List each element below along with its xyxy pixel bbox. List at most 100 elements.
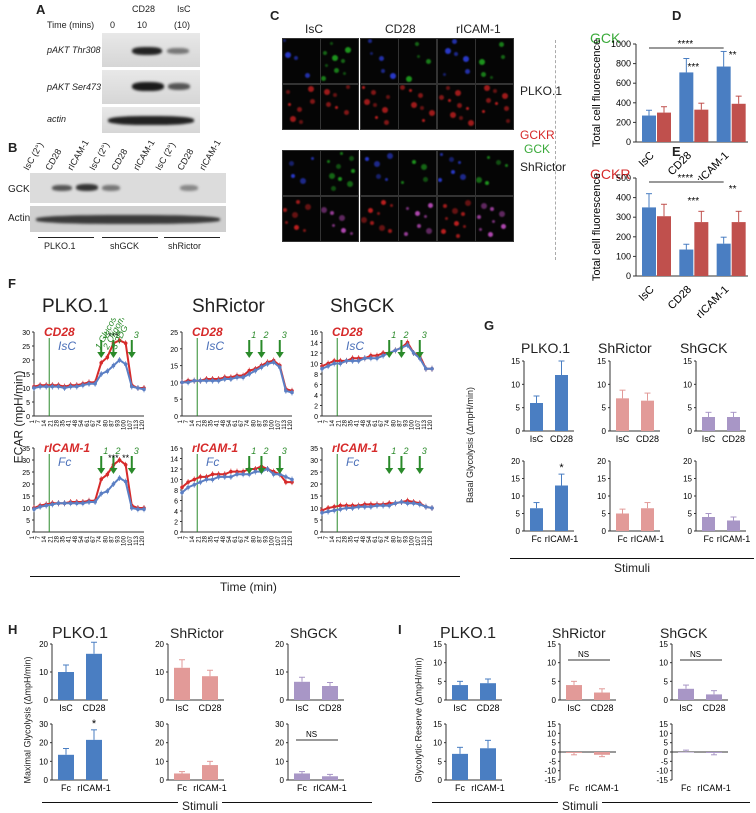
cell-spot bbox=[406, 76, 412, 82]
y-tick-label: 12 bbox=[310, 351, 318, 358]
data-point bbox=[235, 472, 239, 477]
data-point bbox=[56, 384, 61, 389]
cell-spot bbox=[344, 110, 349, 115]
y-tick-label: 5 bbox=[664, 677, 669, 686]
x-tick-label: 1 bbox=[318, 535, 324, 539]
cell-spot bbox=[386, 95, 390, 99]
legend-label: CD28 bbox=[332, 325, 363, 339]
data-point bbox=[271, 472, 276, 477]
sig-label: * bbox=[559, 462, 564, 474]
y-tick-label: 15 bbox=[659, 640, 668, 649]
x-tick-label: 21 bbox=[48, 419, 54, 426]
y-tick-label: 20 bbox=[683, 457, 692, 466]
bar bbox=[727, 417, 740, 431]
x-tick-label: 21 bbox=[336, 535, 342, 542]
cell-spot bbox=[459, 116, 463, 120]
data-point bbox=[362, 356, 367, 361]
legend-label: IsC bbox=[346, 339, 364, 353]
data-point bbox=[62, 386, 67, 390]
cell-spot bbox=[499, 211, 505, 217]
x-tick-label: 14 bbox=[42, 419, 48, 426]
arrow-head bbox=[245, 352, 254, 358]
arrow-head bbox=[127, 352, 136, 358]
data-point bbox=[74, 384, 79, 389]
bar bbox=[694, 222, 709, 276]
cell-spot bbox=[289, 161, 294, 166]
y-tick-label: 10 bbox=[433, 659, 442, 668]
x-tick-label: 67 bbox=[91, 419, 97, 426]
bar bbox=[452, 685, 468, 700]
x-tick-label: 48 bbox=[73, 535, 79, 542]
data-point bbox=[50, 384, 55, 389]
data-point bbox=[417, 502, 422, 507]
blot-pakt-thr308 bbox=[102, 33, 200, 67]
y-axis-label: Total cell fluorescence bbox=[591, 173, 603, 281]
panel-h-letter: H bbox=[8, 622, 18, 637]
data-point bbox=[338, 503, 343, 508]
cell-spot bbox=[426, 228, 432, 234]
microscopy-panel bbox=[360, 38, 399, 84]
cell-spot bbox=[420, 106, 424, 110]
cell-spot bbox=[387, 153, 393, 159]
y-tick-label: 30 bbox=[22, 330, 30, 337]
x-tick-label: 54 bbox=[367, 419, 373, 426]
x-tick-label: 113 bbox=[422, 419, 428, 429]
data-point bbox=[326, 509, 330, 514]
cell-spot bbox=[417, 55, 420, 58]
x-tick-label: IsC bbox=[59, 703, 73, 713]
bar bbox=[202, 765, 218, 780]
data-point bbox=[277, 472, 282, 477]
arrow-head bbox=[97, 468, 106, 474]
y-tick-label: 5 bbox=[688, 404, 693, 413]
panel-g-title-shrictor: ShRictor bbox=[598, 340, 652, 356]
cell-spot bbox=[479, 228, 482, 231]
x-tick-label: 87 bbox=[257, 419, 263, 426]
cell-spot bbox=[445, 48, 451, 54]
data-point bbox=[253, 368, 258, 373]
y-tick-label: 25 bbox=[310, 470, 318, 477]
cell-spot bbox=[404, 232, 408, 236]
bar bbox=[641, 508, 654, 531]
x-tick-label: 41 bbox=[215, 535, 221, 542]
data-point bbox=[180, 485, 184, 490]
y-tick-label: 10 bbox=[310, 506, 318, 513]
bar bbox=[641, 400, 654, 431]
cell-spot bbox=[448, 99, 451, 102]
sig-label: NS bbox=[690, 650, 701, 659]
data-point bbox=[87, 500, 91, 504]
x-tick-label: 21 bbox=[196, 419, 202, 426]
x-tick-label: 120 bbox=[288, 535, 294, 546]
y-tick-label: 5 bbox=[516, 510, 521, 519]
x-tick-label: 35 bbox=[349, 419, 355, 426]
cell-spot bbox=[502, 93, 508, 99]
bar bbox=[555, 485, 568, 531]
data-point bbox=[350, 506, 355, 510]
data-point bbox=[38, 505, 42, 509]
cell-spot bbox=[373, 103, 377, 107]
data-point bbox=[210, 472, 215, 477]
x-tick-label: CD28 bbox=[666, 284, 694, 312]
cell-spot bbox=[429, 110, 435, 116]
blot-band bbox=[168, 83, 190, 90]
x-tick-label: 113 bbox=[134, 419, 140, 429]
bar bbox=[716, 243, 731, 276]
x-tick-label: 107 bbox=[128, 419, 134, 430]
data-point bbox=[424, 505, 428, 509]
data-point bbox=[344, 359, 349, 363]
data-point bbox=[265, 362, 270, 366]
x-tick-label: IsC bbox=[702, 434, 716, 444]
x-tick-label: 41 bbox=[67, 419, 73, 426]
cell-spot bbox=[339, 215, 345, 221]
x-tick-label: 7 bbox=[36, 535, 42, 539]
data-point bbox=[87, 382, 91, 386]
y-tick-label: 14 bbox=[170, 457, 178, 464]
y-tick-label: 25 bbox=[22, 470, 30, 477]
panel-b-lane-label: CD28 bbox=[109, 147, 130, 172]
x-tick-label: 87 bbox=[397, 535, 403, 542]
y-tick-label: 20 bbox=[170, 347, 178, 354]
panel-h-title-shgck: ShGCK bbox=[290, 625, 338, 641]
arrow-head bbox=[257, 468, 266, 474]
data-point bbox=[247, 368, 252, 373]
arrow-head bbox=[397, 352, 406, 358]
